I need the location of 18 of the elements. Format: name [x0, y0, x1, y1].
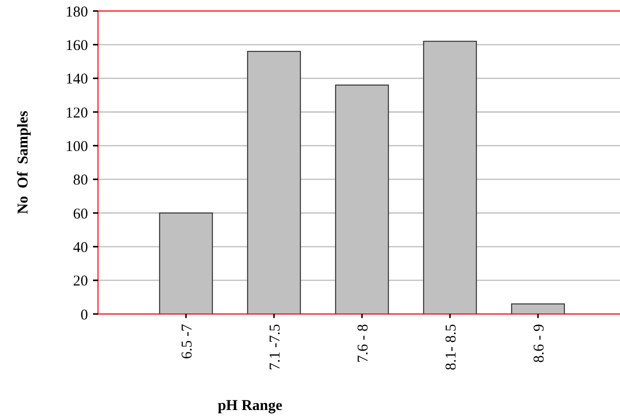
x-tick-label: 6.5 -7	[179, 324, 196, 359]
y-tick-label: 100	[66, 138, 88, 155]
x-tick-label: 8.1- 8.5	[443, 324, 460, 370]
y-tick-label: 60	[73, 206, 88, 222]
y-tick-label: 140	[66, 72, 88, 88]
x-axis-title: pH Range	[218, 398, 283, 414]
y-tick-label: 180	[66, 4, 88, 20]
x-tick-label: 8.6 - 9	[531, 324, 548, 363]
x-tick-label: 7.1 -7.5	[267, 324, 284, 370]
x-tick-label: 7.6 - 8	[355, 324, 372, 363]
y-tick-label: 120	[66, 105, 88, 122]
y-tick-label: 80	[73, 172, 88, 189]
y-tick-label: 160	[66, 38, 88, 54]
y-tick-label: 20	[73, 274, 88, 290]
y-axis-title: No Of Samples	[15, 110, 32, 214]
bar	[511, 303, 565, 314]
y-tick-label: 40	[73, 240, 88, 256]
y-tick-label: 0	[80, 307, 88, 324]
